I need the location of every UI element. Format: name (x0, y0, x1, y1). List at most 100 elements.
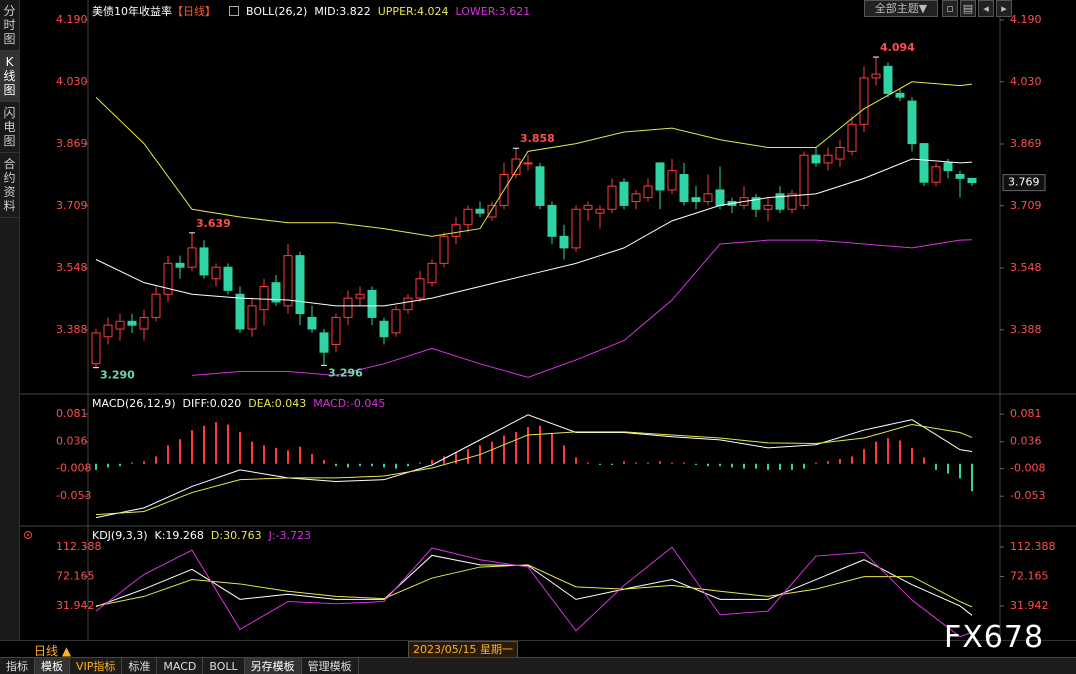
bottom-tab[interactable]: MACD (157, 658, 204, 674)
candle-body (703, 193, 713, 203)
legend-entry: LOWER:3.621 (455, 4, 531, 18)
bottom-tab[interactable]: 指标 (0, 658, 35, 674)
candle-body (763, 204, 773, 210)
histogram-bar (419, 462, 421, 464)
histogram-bar (875, 441, 877, 464)
indicator-line (95, 158, 973, 307)
bottom-tab[interactable]: 标准 (122, 658, 158, 674)
y-tick-label: 31.942 (56, 599, 95, 612)
histogram-bar (503, 435, 505, 464)
side-tab[interactable]: K线图 (0, 51, 19, 102)
candle-body (643, 185, 653, 199)
bottom-tab[interactable]: 管理模板 (302, 658, 359, 674)
candle-body (151, 293, 161, 318)
last-price-box (1002, 174, 1046, 192)
candle-body (439, 235, 449, 264)
histogram-bar (587, 462, 589, 464)
window-button[interactable]: ▫ (942, 0, 958, 17)
candle-body (343, 297, 353, 318)
title: 美债10年收益率 (92, 5, 172, 18)
histogram-bar (947, 463, 949, 474)
histogram-bar (839, 458, 841, 464)
histogram-bar (899, 440, 901, 464)
candle-body (835, 146, 845, 160)
histogram-bar (647, 462, 649, 464)
candle-body (907, 100, 917, 145)
histogram-bar (815, 462, 817, 464)
indicator-line (191, 239, 973, 378)
histogram-bar (599, 463, 601, 465)
candle-body (799, 154, 809, 206)
indicator-line (95, 414, 973, 519)
candle-body (619, 181, 629, 206)
histogram-bar (779, 463, 781, 470)
kdj-icon[interactable] (24, 531, 32, 539)
y-tick-label: 4.190 (56, 13, 88, 26)
side-tab[interactable]: 合约资料 (0, 153, 19, 218)
candle-body (655, 162, 665, 191)
histogram-bar (95, 463, 97, 470)
y-tick-label: -0.053 (1010, 489, 1045, 502)
theme-button[interactable]: 全部主题▼ (864, 0, 938, 17)
y-tick-label: 3.869 (1010, 137, 1042, 150)
indicator-line (95, 81, 973, 237)
candle-body (751, 197, 761, 210)
candle-body (427, 262, 437, 284)
histogram-bar (527, 427, 529, 464)
window-button[interactable]: ◂ (978, 0, 994, 17)
y-tick-label: 3.709 (1010, 199, 1042, 212)
kdj-icon-dot (27, 534, 29, 536)
histogram-bar (623, 461, 625, 464)
candle-body (475, 208, 485, 214)
window-button[interactable]: ▤ (960, 0, 976, 17)
candle-body (955, 174, 965, 179)
y-tick-label: 112.388 (56, 540, 102, 553)
candle-body (391, 309, 401, 334)
candle-body (415, 278, 425, 299)
histogram-bar (959, 463, 961, 479)
y-tick-label: 3.548 (1010, 261, 1042, 274)
window-button[interactable]: ▸ (996, 0, 1012, 17)
side-tab[interactable]: 闪电图 (0, 102, 19, 153)
histogram-bar (191, 430, 193, 464)
histogram-bar (551, 433, 553, 464)
bottom-tab[interactable]: 另存模板 (244, 658, 302, 674)
bottom-tab[interactable]: 模板 (35, 658, 70, 674)
bottom-tab[interactable]: BOLL (203, 658, 245, 674)
candle-body (967, 177, 977, 184)
histogram-bar (119, 463, 121, 467)
side-tabs: 分时图 K线图 闪电图 合约资料 (0, 0, 20, 640)
y-tick-label: -0.008 (1010, 462, 1045, 475)
y-tick-label: 0.081 (56, 407, 88, 420)
candle-body (187, 247, 197, 268)
histogram-bar (203, 425, 205, 464)
candle-body (487, 204, 497, 218)
histogram-bar (575, 457, 577, 464)
candle-body (823, 154, 833, 164)
y-tick-label: 4.030 (56, 75, 88, 88)
bottom-tab[interactable]: VIP指标 (70, 658, 123, 674)
histogram-bar (803, 463, 805, 469)
histogram-bar (851, 456, 853, 464)
histogram-bar (359, 463, 361, 467)
extreme-label: 3.858 (520, 132, 555, 145)
indicator-icon[interactable] (229, 6, 239, 16)
candle-body (211, 266, 221, 280)
period-button[interactable]: 日线 ▲ (34, 644, 72, 658)
histogram-bar (671, 462, 673, 464)
histogram-bar (515, 431, 517, 464)
extreme-label: 4.094 (880, 41, 915, 54)
extreme-label: 3.296 (328, 366, 363, 379)
histogram-bar (143, 461, 145, 464)
candle-body (175, 262, 185, 268)
side-tab[interactable]: 分时图 (0, 0, 19, 51)
histogram-bar (383, 463, 385, 468)
y-tick-label: 3.388 (1010, 323, 1042, 336)
candle-body (667, 170, 677, 191)
candle-body (271, 282, 281, 303)
candle-body (571, 208, 581, 249)
histogram-bar (107, 463, 109, 468)
histogram-bar (911, 447, 913, 464)
histogram-bar (395, 463, 397, 469)
